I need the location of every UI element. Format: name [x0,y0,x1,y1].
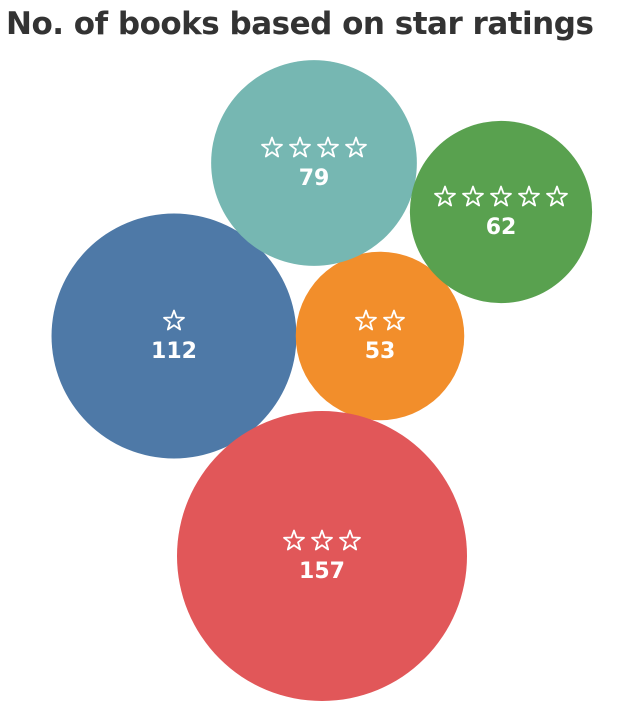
star-icon [317,136,339,158]
bubble-value-label: 53 [365,339,396,364]
bubble-category-label: ☆ [163,309,185,331]
bubble-circle-4-star [211,60,417,266]
star-icon [261,136,283,158]
star-icon [383,309,405,331]
bubble-category-label: ☆☆ [355,309,405,331]
chart-title: No. of books based on star ratings [6,6,594,42]
star-icon [462,185,484,207]
bubble-3-star: ☆☆☆ 157 [177,411,467,701]
star-icon [355,309,377,331]
star-icon [163,309,185,331]
star-icon [546,185,568,207]
star-icon [434,185,456,207]
bubble-value-label: 112 [151,339,197,364]
star-icon [339,529,361,551]
bubble-1-star: ☆ 112 [51,213,297,459]
star-icon [518,185,540,207]
star-icon [345,136,367,158]
star-icon [311,529,333,551]
bubble-value-label: 79 [299,166,330,191]
bubble-5-star: ☆☆☆☆☆ 62 [409,120,593,304]
bubble-2-star: ☆☆ 53 [295,251,465,421]
star-icon [490,185,512,207]
bubble-value-label: 157 [299,559,345,584]
bubbles-group: ☆ 112 ☆☆ 53 ☆☆☆ 157 ☆☆☆☆ 79 ☆☆☆☆☆ 62 [51,60,593,701]
star-icon [283,529,305,551]
bubble-category-label: ☆☆☆☆☆ [434,185,568,207]
bubble-value-label: 62 [486,215,517,240]
star-icon [289,136,311,158]
bubble-circle-5-star [409,120,593,304]
bubble-4-star: ☆☆☆☆ 79 [211,60,417,266]
bubble-category-label: ☆☆☆ [283,529,361,551]
bubble-category-label: ☆☆☆☆ [261,136,367,158]
bubble-circle-2-star [295,251,465,421]
bubble-circle-1-star [51,213,297,459]
bubble-circle-3-star [177,411,467,701]
